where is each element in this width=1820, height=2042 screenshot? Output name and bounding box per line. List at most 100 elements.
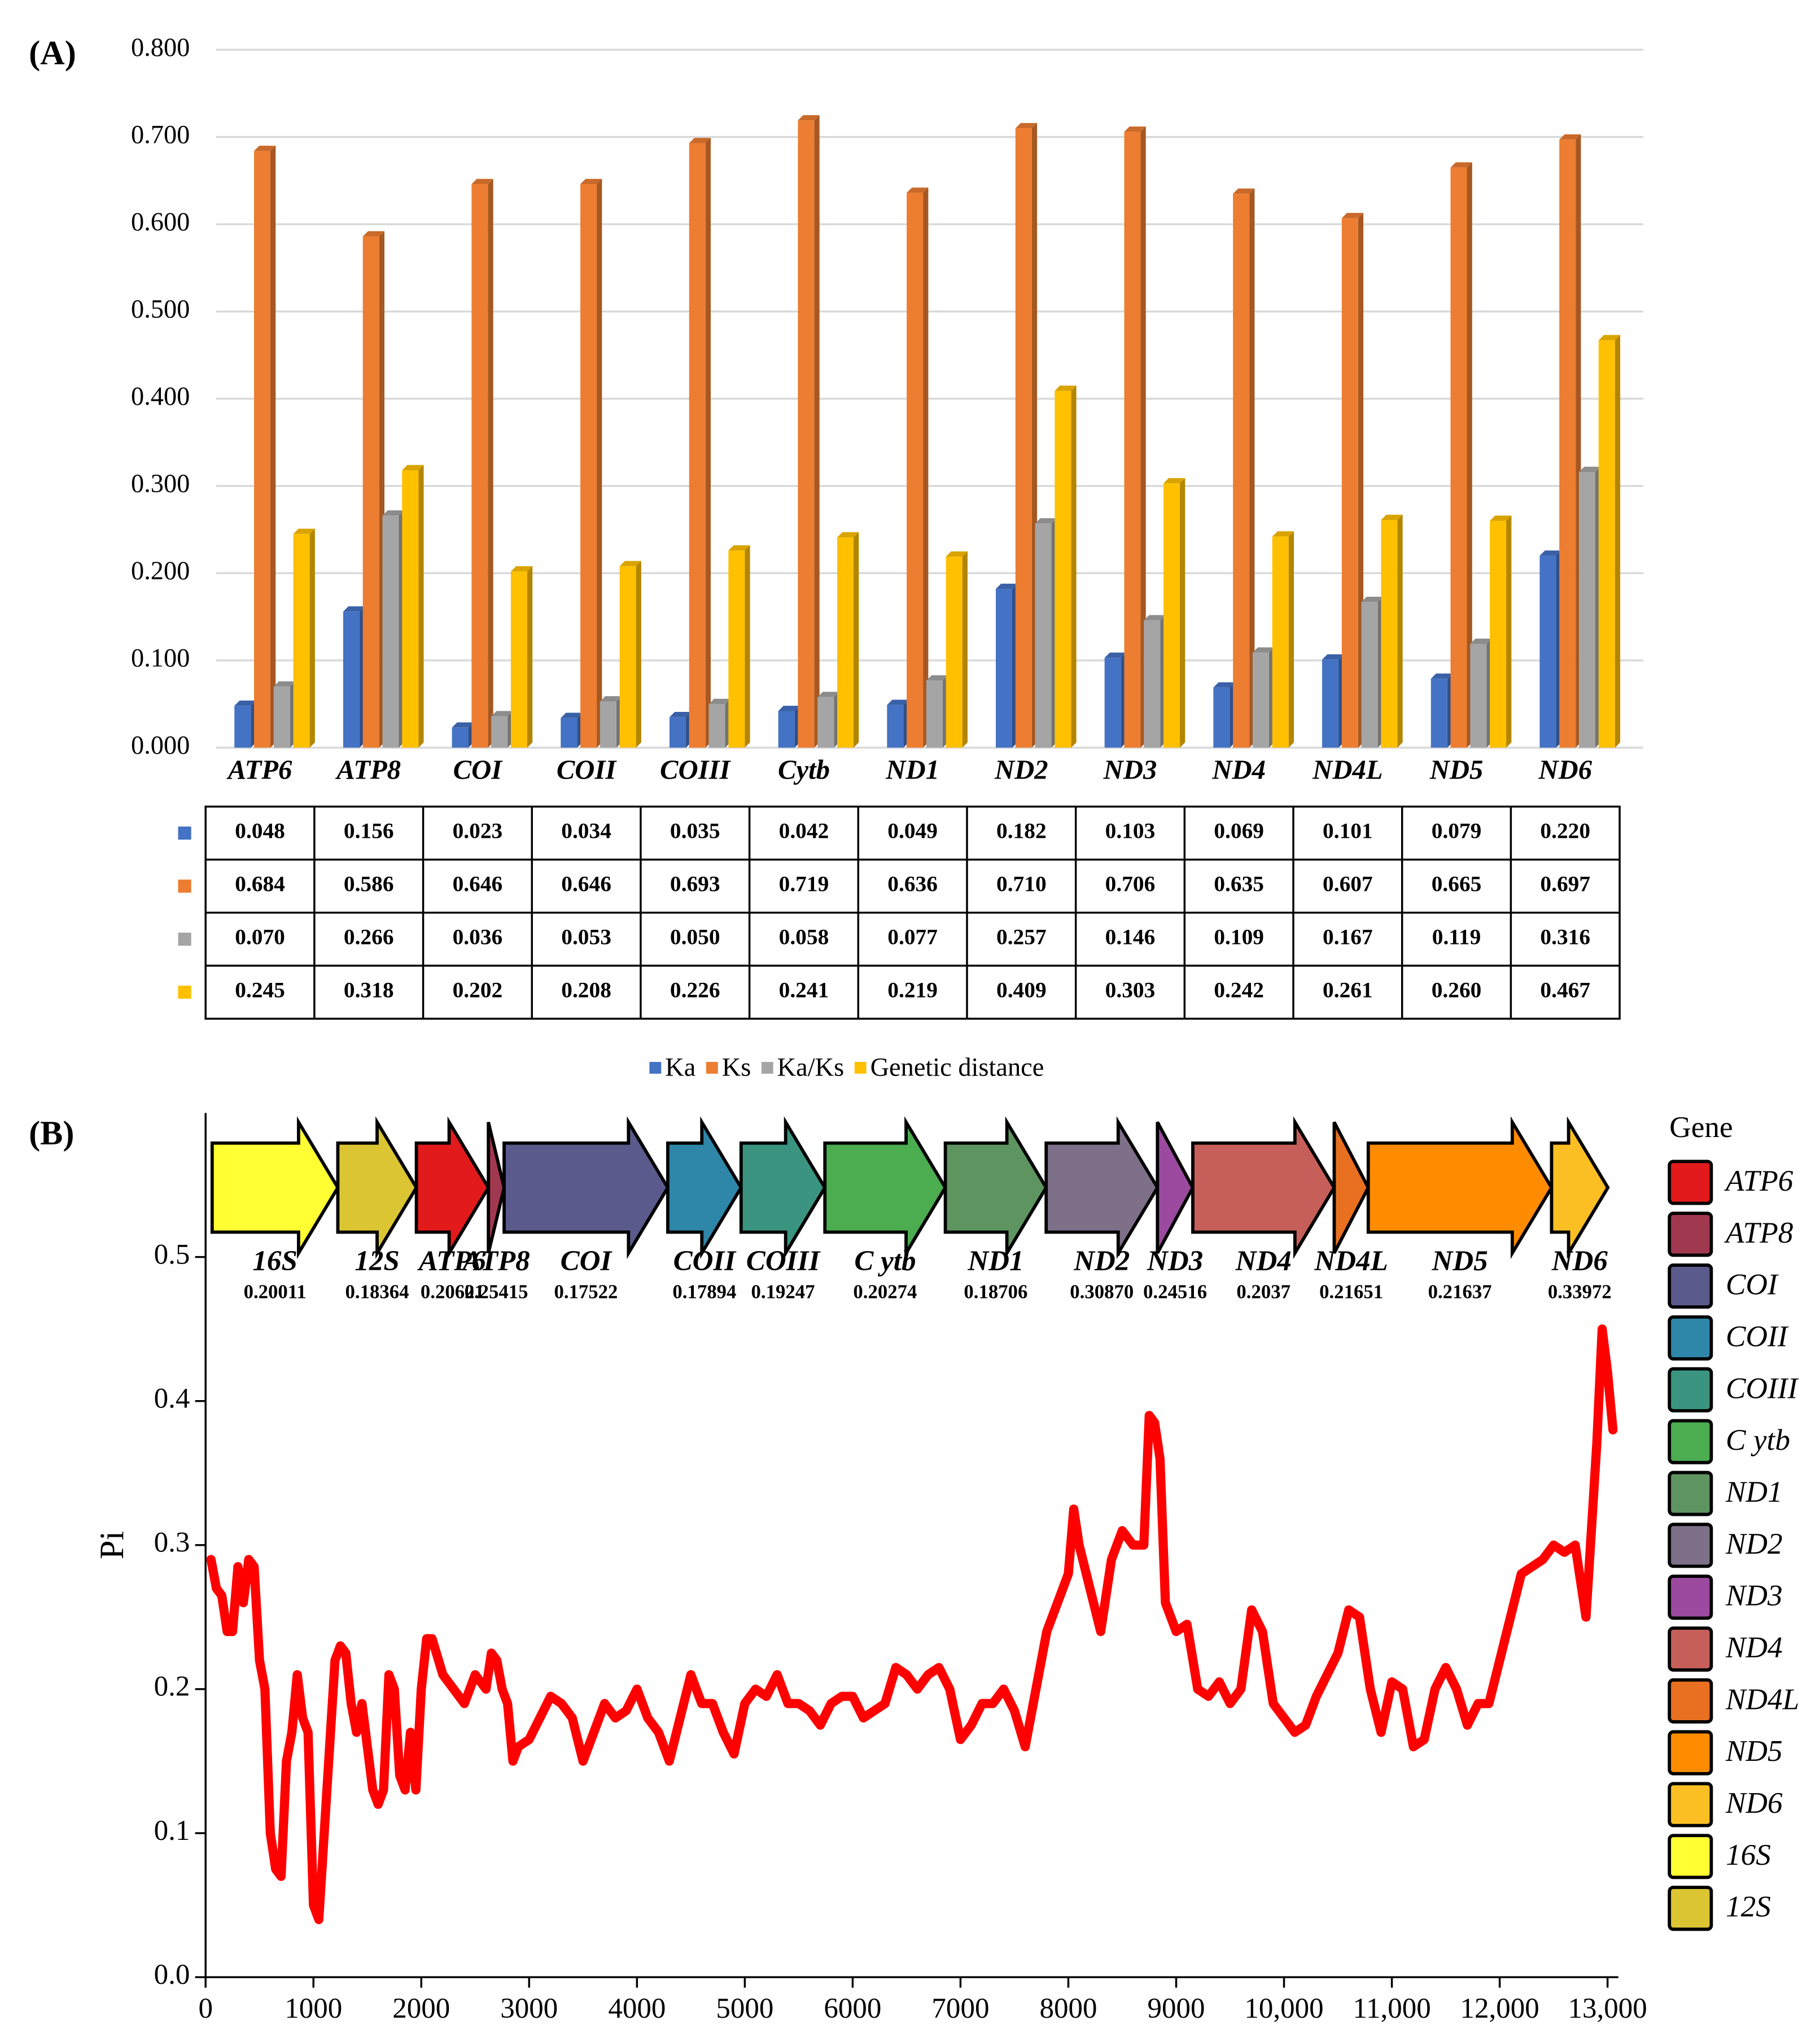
gene-pi: 0.21651: [1319, 1280, 1383, 1302]
x-tick-label: ATP8: [335, 755, 401, 785]
table-cell: 0.048: [235, 819, 285, 843]
table-cell: 0.226: [670, 978, 720, 1003]
legend-label: Ka: [665, 1053, 695, 1082]
table-cell: 0.167: [1323, 925, 1373, 950]
bar-top: [1381, 514, 1403, 521]
bar-side: [309, 528, 315, 748]
bar: [382, 515, 399, 748]
bar: [996, 589, 1012, 748]
y-tick-label: 0.600: [131, 208, 190, 237]
bar-top: [580, 178, 602, 185]
bar-top: [273, 681, 296, 687]
x-tick-label: ND1: [885, 755, 939, 785]
bar-side: [1397, 514, 1403, 748]
bar: [1233, 194, 1250, 748]
table-cell: 0.635: [1214, 872, 1264, 897]
gene-label: ND1: [967, 1245, 1023, 1277]
bar: [1470, 644, 1487, 748]
table-cell: 0.467: [1540, 978, 1590, 1003]
x-tick-label: COII: [557, 755, 618, 785]
legend-key: [1668, 1263, 1713, 1309]
table-cell: 0.070: [235, 925, 285, 950]
bar: [1450, 167, 1467, 748]
gene-arrow: [487, 1121, 506, 1254]
legend-label: Genetic distance: [870, 1053, 1044, 1082]
legend-label: ND1: [1725, 1475, 1783, 1508]
bar-top: [817, 692, 839, 697]
bar-top: [669, 711, 692, 718]
legend-label: ND2: [1725, 1527, 1783, 1560]
x-tick-label: 4000: [608, 1993, 666, 2024]
bar-top: [293, 528, 315, 534]
gene-arrow: [210, 1116, 340, 1260]
bar: [273, 687, 290, 748]
table-legend-key: [178, 827, 191, 840]
bar-side: [1071, 386, 1077, 748]
y-tick-label: 0.5: [154, 1239, 190, 1270]
table-cell: 0.035: [670, 819, 720, 843]
bar-top: [254, 146, 276, 151]
bar: [1539, 556, 1556, 748]
bar-top: [1272, 531, 1294, 537]
y-tick-label: 0.000: [131, 731, 190, 760]
legend-label: ND6: [1725, 1786, 1783, 1820]
gene-arrow: [1332, 1121, 1371, 1254]
bar-top: [234, 700, 256, 706]
bar-top: [1015, 123, 1038, 129]
x-tick-label: 7000: [931, 1993, 989, 2024]
bar: [471, 184, 488, 748]
bar-top: [1104, 652, 1126, 658]
table-cell: 0.257: [996, 925, 1047, 950]
gene-label: ND4: [1235, 1245, 1292, 1277]
legend-label: ND3: [1725, 1578, 1783, 1612]
legend-key: [649, 1061, 662, 1074]
table-cell: 0.077: [887, 925, 938, 950]
bar-top: [1252, 647, 1275, 653]
gene-pi: 0.17522: [554, 1280, 618, 1302]
bar: [1015, 128, 1032, 748]
x-tick-label: 8000: [1039, 1993, 1097, 2024]
legend-key: [1668, 1834, 1713, 1879]
bar: [1163, 483, 1180, 748]
bar-side: [923, 187, 929, 748]
legend-key: [1668, 1367, 1713, 1413]
panel-label: (A): [29, 34, 76, 72]
y-tick-label: 0.100: [131, 644, 190, 672]
gene-label: ND5: [1432, 1245, 1488, 1277]
bar: [1124, 132, 1141, 748]
table-cell: 0.241: [779, 978, 829, 1003]
legend-key: [1668, 1730, 1713, 1776]
bar-top: [491, 711, 513, 716]
gene-pi: 0.18364: [345, 1280, 409, 1302]
table-cell: 0.710: [996, 872, 1047, 897]
table-cell: 0.119: [1432, 925, 1481, 950]
legend-label: COI: [1726, 1267, 1779, 1301]
table-cell: 0.719: [779, 872, 829, 897]
gene-pi: 0.20011: [244, 1280, 307, 1302]
x-tick-label: 12,000: [1460, 1993, 1539, 2024]
table-cell: 0.318: [344, 978, 394, 1003]
table-cell: 0.079: [1432, 819, 1482, 843]
table-cell: 0.646: [453, 872, 503, 897]
gene-label: C ytb: [854, 1245, 916, 1277]
table-cell: 0.706: [1105, 872, 1156, 897]
bar: [1144, 620, 1161, 748]
bar-top: [887, 699, 909, 705]
bar: [1341, 218, 1358, 748]
bar-top: [996, 583, 1018, 589]
y-tick-label: 0.4: [154, 1383, 190, 1414]
bar-top: [362, 231, 384, 237]
legend-key: [1668, 1212, 1713, 1257]
bar: [343, 611, 360, 748]
bar: [669, 717, 686, 748]
gene-arrow: [1191, 1116, 1336, 1260]
table-cell: 0.036: [453, 925, 503, 950]
legend-label: ND4: [1725, 1630, 1783, 1664]
legend-key: [1668, 1419, 1713, 1464]
table-cell: 0.109: [1214, 925, 1264, 950]
pi-line: [206, 1324, 1618, 1925]
bar: [1272, 536, 1289, 748]
bar-top: [471, 178, 493, 185]
bar-top: [1470, 639, 1492, 644]
bar-top: [798, 115, 820, 121]
